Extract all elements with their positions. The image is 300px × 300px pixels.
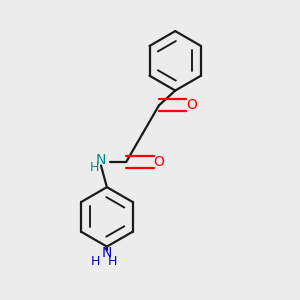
Text: H: H xyxy=(91,255,100,268)
Text: N: N xyxy=(96,152,106,167)
Text: H: H xyxy=(108,255,117,268)
Text: O: O xyxy=(186,98,197,112)
Text: O: O xyxy=(154,155,164,169)
Text: N: N xyxy=(102,246,112,260)
Text: H: H xyxy=(89,161,99,174)
